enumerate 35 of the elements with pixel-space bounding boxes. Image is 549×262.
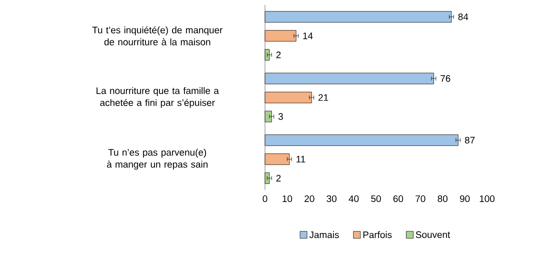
y-tick-label: La nourriture que ta famille a achetée a fini par s’épuiser: [96, 87, 219, 108]
bar: [264, 92, 312, 104]
data-label: 84: [458, 13, 468, 20]
x-tick-label: 90: [460, 195, 470, 202]
bar: [264, 153, 290, 165]
data-label: 87: [464, 136, 475, 144]
x-tick-label: 30: [326, 195, 336, 202]
x-tick-label: 40: [348, 195, 359, 202]
bar: [264, 134, 458, 146]
y-tick-label: Tu n’es pas parvenu(e) à manger un repas sain: [107, 148, 208, 170]
data-label: 76: [440, 75, 450, 82]
legend-label: Souvent: [416, 231, 450, 238]
data-label: 11: [296, 156, 306, 162]
legend-label: Parfois: [363, 231, 392, 238]
data-label: 14: [303, 32, 313, 40]
data-label: 3: [278, 113, 283, 120]
x-tick-label: 60: [393, 195, 404, 202]
legend-label: Jamais: [309, 231, 339, 238]
x-tick-label: 10: [282, 195, 292, 202]
data-label: 2: [276, 52, 281, 58]
bar: [264, 49, 270, 61]
data-label: 2: [276, 174, 281, 182]
bar: [264, 30, 296, 42]
x-tick-label: 0: [262, 195, 268, 202]
bar: [264, 172, 270, 184]
bar: [264, 110, 272, 122]
bar: [264, 11, 452, 23]
bar: [264, 72, 434, 84]
x-tick-label: 80: [438, 195, 448, 202]
x-tick-label: 50: [371, 195, 381, 202]
data-label: 21: [318, 94, 328, 101]
x-tick-label: 20: [304, 195, 314, 202]
y-tick-label: Tu t’es inquiété(e) de manquer de nourriture à la maison: [92, 26, 223, 46]
x-tick-label: 70: [416, 195, 426, 202]
x-tick-label: 100: [480, 195, 495, 202]
